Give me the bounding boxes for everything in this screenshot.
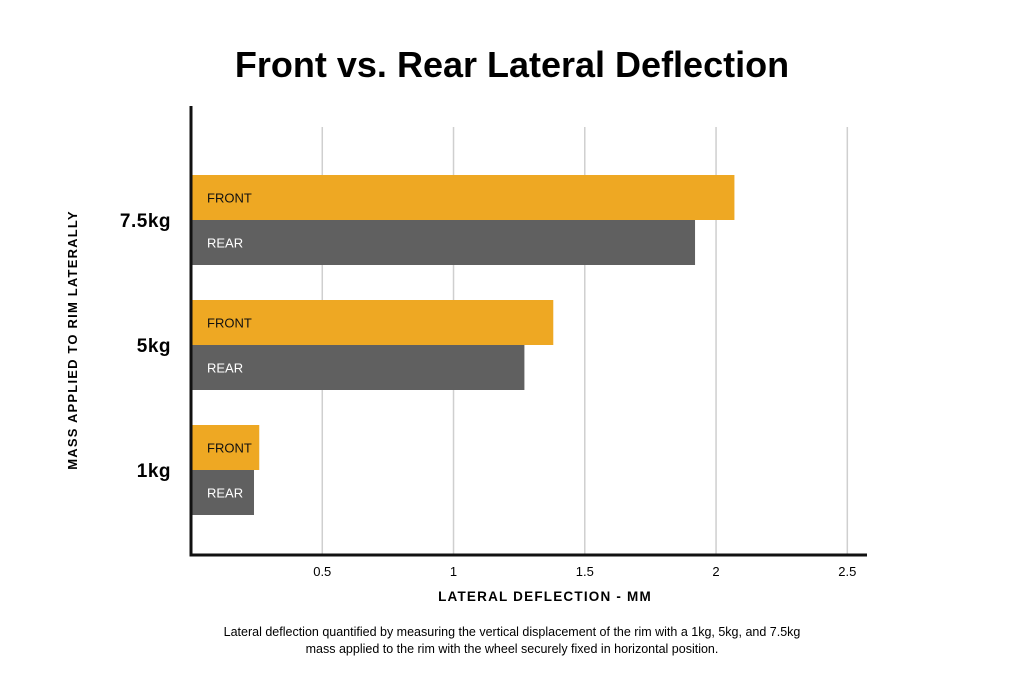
bar-series-label: REAR xyxy=(207,486,243,501)
x-tick-label: 0.5 xyxy=(313,564,331,579)
bar-series-label: FRONT xyxy=(207,441,252,456)
bar-series-label: REAR xyxy=(207,361,243,376)
category-label: 1kg xyxy=(137,461,171,482)
rear-bar-1 xyxy=(191,345,525,390)
x-tick-label: 1.5 xyxy=(576,564,594,579)
axes xyxy=(189,106,867,557)
bars xyxy=(191,175,735,515)
x-axis-title: LATERAL DEFLECTION - MM xyxy=(438,589,652,604)
y-axis-title: MASS APPLIED TO RIM LATERALLY xyxy=(65,210,80,469)
category-label: 5kg xyxy=(137,336,171,357)
rear-bar-2 xyxy=(191,470,255,515)
labels: 0.5 1 1.5 2 2.5 FRONT REAR 7.5kg FRONT REAR 5kg FRO… xyxy=(65,191,856,605)
x-tick-label: 2.5 xyxy=(838,564,856,579)
bar-series-label: FRONT xyxy=(207,191,252,206)
front-bar-2 xyxy=(191,425,260,470)
chart-caption: Lateral deflection quantified by measuri… xyxy=(223,625,801,656)
x-tick-label: 1 xyxy=(450,564,457,579)
bar-series-label: FRONT xyxy=(207,316,252,331)
bar-series-label: REAR xyxy=(207,236,243,251)
rear-bar-0 xyxy=(191,220,696,265)
category-label: 7.5kg xyxy=(120,211,171,232)
front-bar-0 xyxy=(191,175,735,220)
front-bar-1 xyxy=(191,300,554,345)
chart-title: Front vs. Rear Lateral Deflection xyxy=(234,44,790,85)
x-tick-label: 2 xyxy=(712,564,719,579)
